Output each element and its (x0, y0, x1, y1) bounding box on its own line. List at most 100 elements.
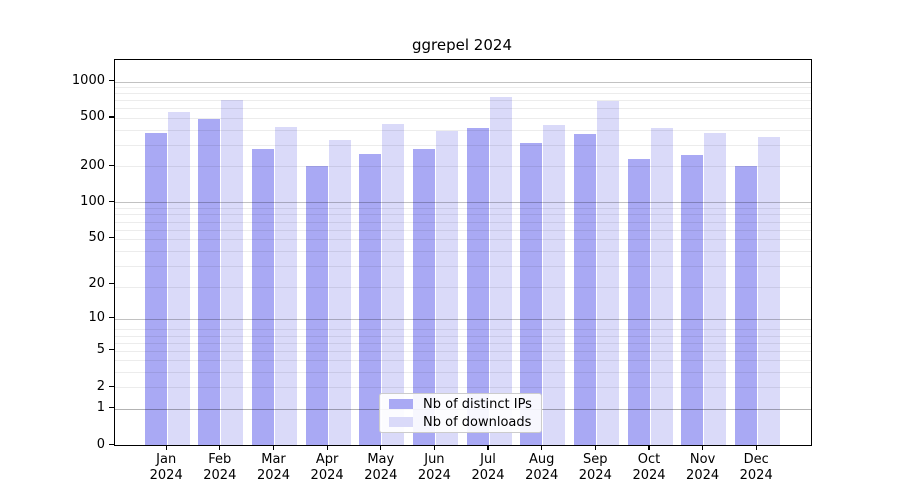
bar-ips-may (359, 154, 382, 445)
x-tick-label: Mar 2024 (256, 452, 291, 483)
x-tick-label: Apr 2024 (310, 452, 344, 483)
gridline-minor (115, 266, 811, 267)
gridline-minor (115, 214, 811, 216)
x-tick-mark (487, 445, 489, 450)
chart-title: ggrepel 2024 (412, 36, 512, 54)
x-tick-mark (219, 445, 221, 450)
gridline-minor (115, 87, 811, 89)
gridline-minor (115, 372, 811, 374)
bar-downloads-aug (543, 124, 566, 445)
bar-ips-oct (627, 159, 650, 445)
gridline-minor (115, 350, 811, 352)
y-tick-label: 500 (80, 109, 105, 125)
x-tick-mark (755, 445, 757, 450)
y-tick-label: 20 (88, 276, 105, 292)
bar-downloads-nov (704, 133, 727, 445)
bar-downloads-sep (596, 100, 619, 445)
bar-ips-jun (412, 149, 435, 445)
x-tick-label: Nov 2024 (686, 452, 720, 483)
x-tick-label: Jul 2024 (471, 452, 505, 483)
bar-downloads-jan (167, 111, 190, 445)
y-tick-mark (109, 443, 114, 445)
bar-downloads-apr (328, 139, 351, 445)
bar-ips-apr (305, 166, 328, 445)
bar-downloads-may (382, 123, 405, 445)
gridline-major (115, 202, 811, 204)
y-tick-label: 200 (80, 157, 105, 173)
y-tick-label: 100 (80, 193, 105, 209)
legend-item-distinct-ips: Nb of distinct IPs (389, 397, 541, 412)
gridline-minor (115, 250, 811, 252)
gridline-minor (115, 129, 811, 131)
y-tick-mark (109, 200, 114, 202)
bar-ips-feb (198, 119, 221, 445)
gridline-minor (115, 108, 811, 110)
x-tick-mark (541, 445, 543, 450)
y-tick-mark (109, 283, 114, 285)
y-tick-mark (109, 236, 114, 238)
x-tick-mark (326, 445, 328, 450)
legend-swatch-downloads (389, 417, 413, 427)
gridline-minor (115, 208, 811, 210)
bar-ips-jan (144, 132, 167, 445)
gridline-minor (115, 360, 811, 362)
x-tick-label: Dec 2024 (739, 452, 773, 483)
legend-item-downloads: Nb of downloads (389, 415, 541, 430)
x-tick-label: Oct 2024 (632, 452, 666, 483)
x-tick-mark (380, 445, 382, 450)
y-tick-mark (109, 80, 114, 82)
y-tick-label: 1000 (71, 73, 105, 88)
bar-downloads-feb (221, 99, 244, 445)
gridline-minor (115, 342, 811, 344)
y-tick-label: 2 (96, 378, 105, 394)
x-tick-mark (165, 445, 167, 450)
y-tick-mark (109, 407, 114, 409)
gridline-minor (115, 166, 811, 168)
y-tick-label: 10 (88, 310, 105, 326)
bar-ips-dec (734, 165, 757, 445)
gridline-minor (115, 329, 811, 331)
y-tick-label: 1 (96, 400, 105, 415)
x-tick-mark (594, 445, 596, 450)
legend-swatch-distinct-ips (389, 399, 413, 409)
bar-ips-jul (466, 128, 489, 445)
y-tick-mark (109, 164, 114, 166)
bar-downloads-oct (650, 128, 673, 445)
y-tick-mark (109, 385, 114, 387)
x-tick-label: Jun 2024 (417, 452, 451, 483)
x-tick-mark (272, 445, 275, 450)
bar-downloads-mar (275, 126, 297, 445)
y-tick-mark (109, 349, 114, 351)
gridline-major (115, 318, 811, 320)
plot-area: Nb of distinct IPs Nb of downloads (114, 59, 812, 446)
gridline-minor (115, 335, 811, 337)
x-tick-label: Feb 2024 (203, 452, 237, 483)
y-tick-mark (109, 317, 114, 319)
x-tick-mark (648, 445, 650, 450)
gridline-major (115, 81, 811, 83)
gridline-minor (115, 118, 811, 119)
x-tick-label: Jan 2024 (149, 452, 183, 483)
legend-label-distinct-ips: Nb of distinct IPs (423, 396, 532, 412)
legend: Nb of distinct IPs Nb of downloads (379, 393, 542, 433)
y-tick-label: 0 (96, 436, 105, 452)
gridline-minor (115, 93, 811, 95)
bars-layer (115, 60, 811, 445)
bar-downloads-dec (757, 136, 780, 445)
gridline-minor (115, 221, 811, 223)
x-tick-label: Aug 2024 (525, 452, 559, 483)
bar-downloads-jun (435, 131, 458, 445)
gridline-minor (115, 229, 811, 231)
y-tick-label: 50 (88, 229, 105, 245)
x-tick-label: Sep 2024 (578, 452, 612, 483)
gridline-minor (115, 144, 811, 146)
bar-ips-aug (520, 143, 543, 445)
bar-ips-mar (252, 149, 274, 445)
gridline-minor (115, 100, 811, 102)
grid-layer (115, 60, 811, 445)
gridline-minor (115, 287, 811, 289)
x-tick-mark (702, 445, 704, 450)
x-tick-label: May 2024 (364, 452, 398, 483)
gridline-minor (115, 387, 811, 389)
